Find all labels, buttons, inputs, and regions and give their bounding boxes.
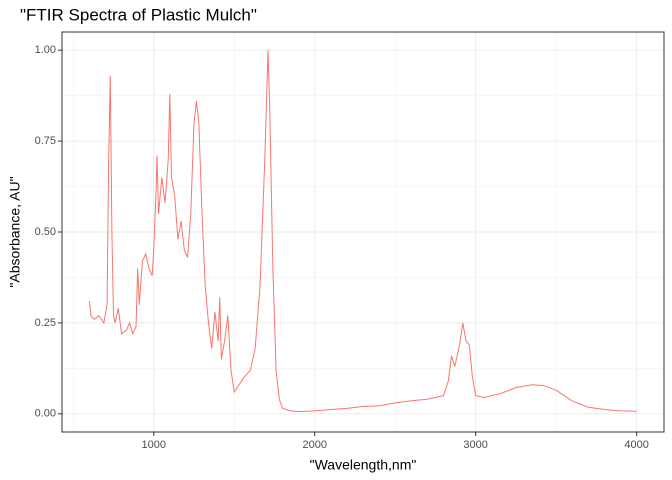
y-tick-label: 1.00	[35, 44, 56, 56]
panel-border	[61, 31, 665, 433]
y-tick-label: 0.75	[35, 135, 56, 147]
x-axis-title: "Wavelength,nm"	[310, 457, 417, 473]
chart-title: "FTIR Spectra of Plastic Mulch"	[20, 5, 257, 24]
y-tick-label: 0.25	[35, 317, 56, 329]
spectrum-line	[88, 50, 637, 413]
y-tick-label: 0.50	[35, 226, 56, 238]
x-tick-label: 2000	[302, 439, 326, 451]
x-tick-label: 3000	[463, 439, 487, 451]
y-tick-label: 0.00	[35, 408, 56, 420]
x-tick-label: 1000	[142, 439, 166, 451]
x-tick-label: 4000	[624, 439, 648, 451]
y-axis-title: "Absorbance, AU"	[7, 176, 23, 287]
